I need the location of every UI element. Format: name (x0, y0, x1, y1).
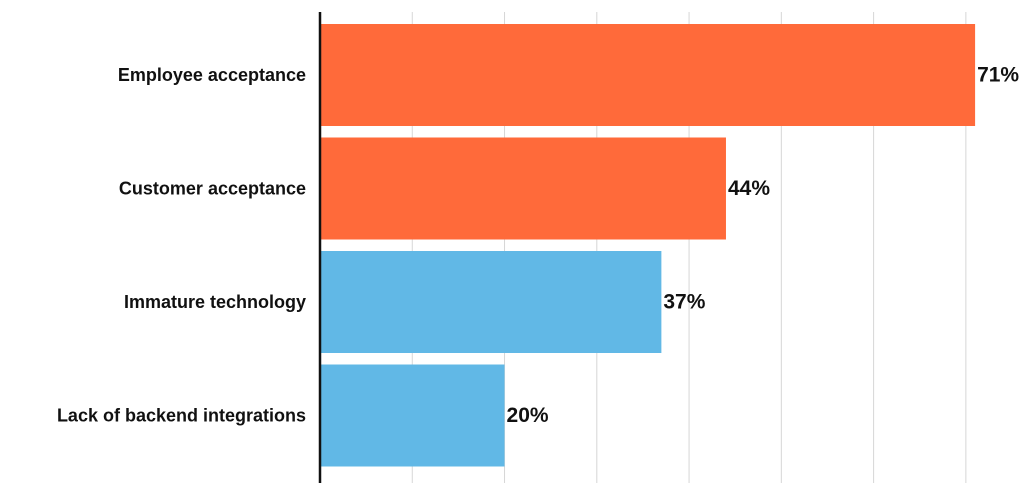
category-label: Customer acceptance (119, 179, 306, 199)
bar-immature-technology (320, 251, 662, 353)
category-label: Immature technology (124, 292, 306, 312)
labels: Employee acceptance 71% Customer acceptanc… (57, 64, 1020, 428)
data-label: 37% (663, 291, 705, 314)
bars (320, 24, 976, 467)
category-label: Employee acceptance (118, 65, 306, 85)
data-label: 20% (507, 404, 549, 427)
category-label: Lack of backend integrations (57, 406, 306, 426)
bar-customer-acceptance (320, 137, 726, 240)
bar-lack-of-backend-integrations (320, 364, 505, 467)
bar-employee-acceptance (320, 24, 976, 126)
data-label: 44% (728, 177, 770, 200)
data-label: 71% (977, 64, 1019, 87)
